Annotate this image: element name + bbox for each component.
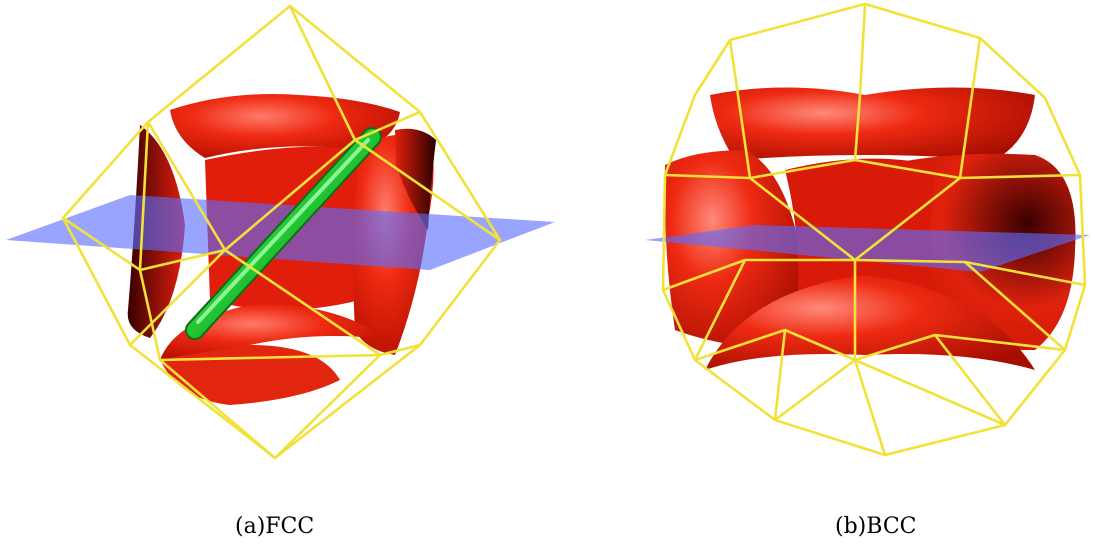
bcc-panel: [635, 0, 1095, 470]
bcc-plane: [645, 225, 1090, 272]
bcc-diagram: [645, 2, 1090, 457]
bcc-wireframe: [661, 2, 1087, 457]
caption-bcc: (b)BCC: [835, 514, 917, 539]
fcc-wireframe: [61, 4, 502, 460]
fcc-diagram: [6, 4, 555, 460]
caption-fcc: (a)FCC: [235, 514, 315, 539]
fcc-panel: [0, 0, 560, 470]
fcc-green-rod: [185, 127, 382, 340]
